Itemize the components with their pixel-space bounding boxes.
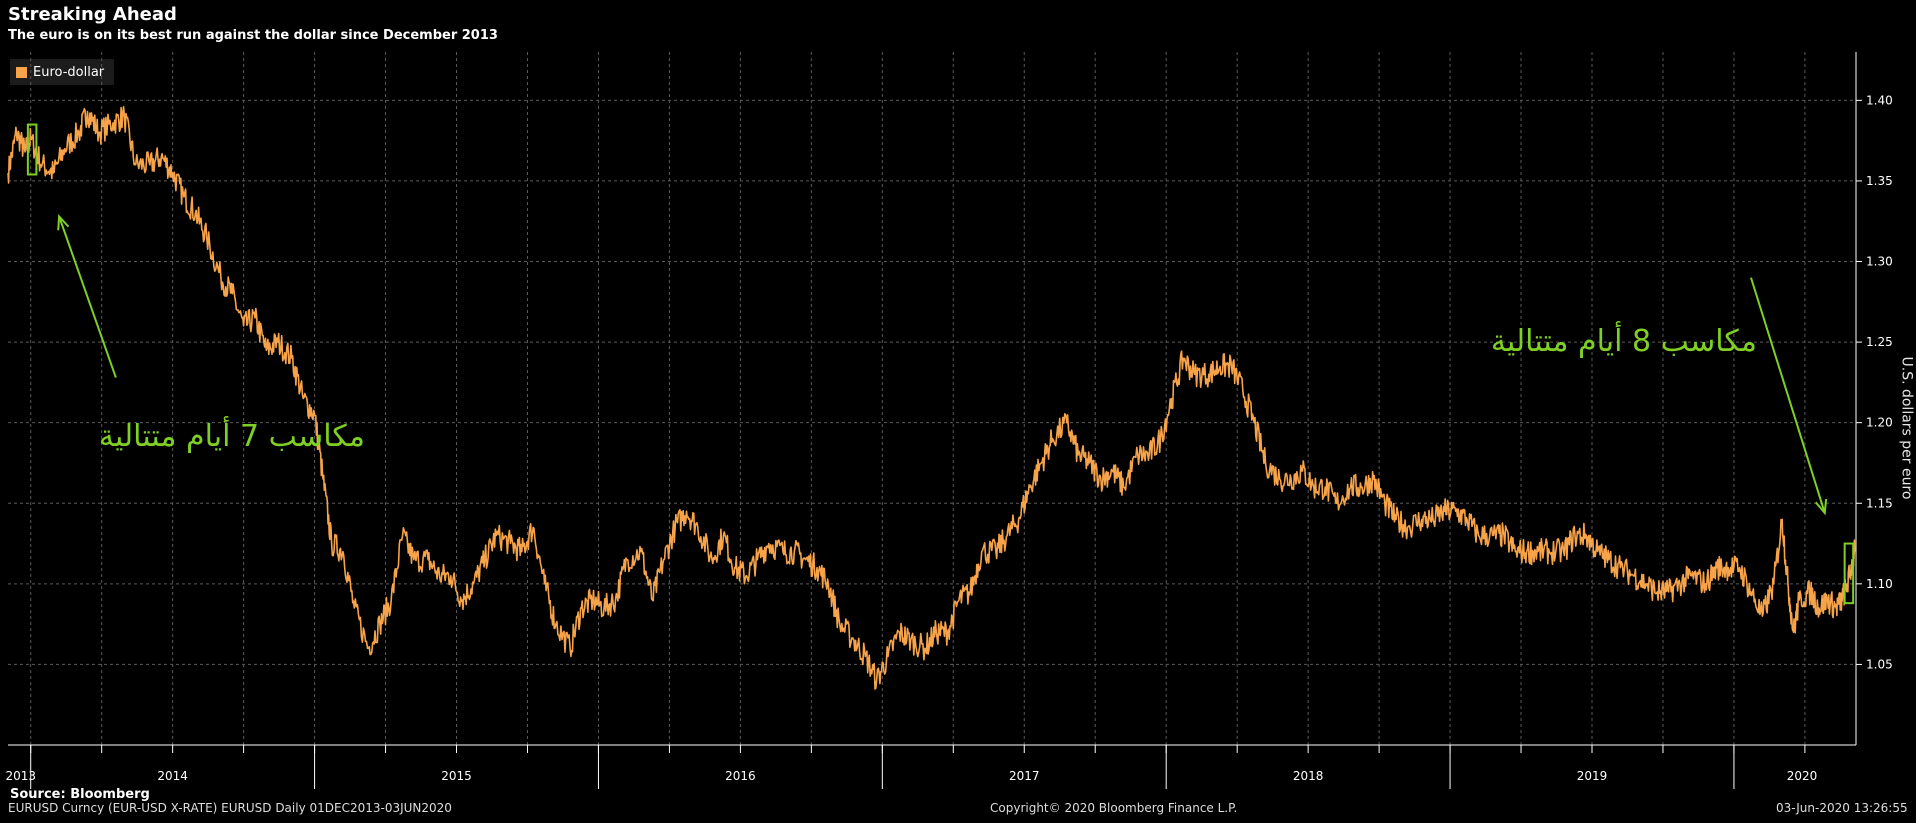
ticker-text: EURUSD Curncy (EUR-USD X-RATE) EURUSD Da… — [8, 801, 452, 815]
chart-subtitle: The euro is on its best run against the … — [8, 28, 498, 43]
y-tick-label: 1.35 — [1866, 174, 1893, 188]
x-tick-label: 2018 — [1293, 769, 1324, 783]
y-tick-label: 1.15 — [1866, 496, 1893, 510]
annotation-arrow — [58, 216, 117, 378]
y-axis-label: U.S. dollars per euro — [1898, 356, 1915, 500]
legend: Euro-dollar — [10, 59, 115, 85]
x-axis: 2013 2014 2015 2016 2017 2018 2019 2020 — [6, 744, 1856, 789]
chart-title: Streaking Ahead — [8, 4, 177, 25]
x-tick-label: 2013 — [6, 769, 37, 783]
y-tick-label: 1.05 — [1866, 657, 1893, 671]
x-tick-label: 2016 — [725, 769, 756, 783]
x-tick-label: 2014 — [157, 769, 188, 783]
x-tick-label: 2015 — [441, 769, 472, 783]
source-label: Source: Bloomberg — [10, 787, 150, 802]
annotation-arrow — [1750, 277, 1826, 514]
timestamp-text: 03-Jun-2020 13:26:55 — [1776, 801, 1908, 815]
grid — [8, 52, 1856, 745]
annotation-box — [26, 123, 38, 176]
legend-swatch — [16, 66, 27, 78]
y-tick-label: 1.10 — [1866, 577, 1893, 591]
series-line-euro-dollar — [7, 106, 1856, 690]
annotation-text: مكاسب 7 أيام متتالية — [99, 415, 365, 454]
x-tick-label: 2019 — [1577, 769, 1608, 783]
y-tick-label: 1.20 — [1866, 416, 1893, 430]
copyright-text: Copyright© 2020 Bloomberg Finance L.P. — [990, 801, 1238, 815]
annotations: مكاسب 7 أيام متتالية مكاسب 8 أيام متتالية — [26, 123, 1855, 605]
x-tick-label: 2017 — [1009, 769, 1040, 783]
legend-label: Euro-dollar — [33, 64, 105, 80]
annotation-arrowhead — [1814, 498, 1828, 516]
annotation-text: مكاسب 8 أيام متتالية — [1491, 320, 1757, 359]
y-tick-label: 1.40 — [1866, 93, 1893, 107]
y-tick-label: 1.30 — [1866, 255, 1893, 269]
annotation-arrowhead — [57, 213, 70, 231]
x-tick-label: 2020 — [1787, 769, 1818, 783]
annotation-box — [1843, 542, 1855, 605]
y-tick-label: 1.25 — [1866, 335, 1893, 349]
y-axis: 1.05 1.10 1.15 1.20 1.25 1.30 1.35 1.40 — [1855, 52, 1893, 745]
